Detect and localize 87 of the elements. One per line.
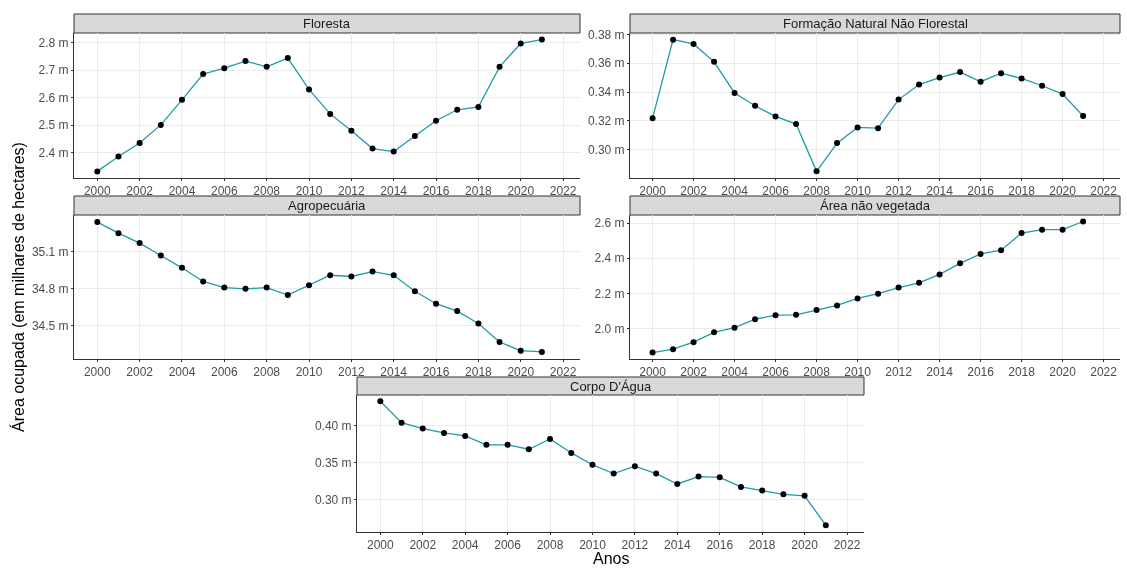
x-tick-label: 2006 (210, 184, 238, 199)
y-tick-label: 0.40 m (314, 418, 352, 433)
x-tick-label: 2004 (168, 184, 196, 199)
x-tick-label: 2008 (253, 365, 281, 380)
x-tick-label: 2006 (762, 184, 790, 199)
x-tick-label: 2002 (409, 538, 437, 553)
x-tick-label: 2018 (1008, 184, 1036, 199)
x-tick-label: 2006 (210, 365, 238, 380)
x-tick-label: 2008 (803, 184, 831, 199)
chart-title: Floresta (303, 16, 351, 31)
y-axis-title: Área ocupada (em milhares de hectares) (9, 142, 27, 432)
x-tick-label: 2012 (885, 184, 913, 199)
x-tick-label: 2014 (926, 184, 954, 199)
x-tick-label: 2010 (295, 365, 323, 380)
x-tick-label: 2020 (507, 184, 535, 199)
x-tick-label: 2008 (253, 184, 281, 199)
x-tick-label: 2004 (168, 365, 196, 380)
chart-title: Agropecuária (288, 198, 367, 213)
y-tick-label: 2.4 m (594, 251, 625, 266)
x-tick-label: 2022 (1090, 365, 1118, 380)
x-tick-label: 2018 (465, 184, 493, 199)
y-tick-label: 2.7 m (38, 63, 69, 78)
x-tick-label: 2002 (680, 184, 708, 199)
x-tick-label: 2008 (536, 538, 564, 553)
chart-title: Formação Natural Não Florestal (783, 16, 969, 31)
x-tick-label: 2016 (422, 365, 450, 380)
x-tick-label: 2002 (126, 184, 154, 199)
x-tick-label: 2002 (126, 365, 154, 380)
y-tick-label: 2.6 m (38, 90, 69, 105)
y-tick-label: 0.30 m (587, 142, 625, 157)
y-tick-label: 0.36 m (587, 56, 625, 71)
x-tick-label: 2020 (1049, 184, 1077, 199)
x-tick-label: 2010 (844, 184, 872, 199)
x-tick-label: 2012 (338, 184, 366, 199)
x-tick-label: 2004 (721, 184, 749, 199)
x-tick-label: 2018 (1008, 365, 1036, 380)
x-tick-label: 2014 (663, 538, 691, 553)
x-tick-label: 2018 (748, 538, 776, 553)
x-tick-label: 2000 (639, 184, 667, 199)
x-tick-label: 2022 (549, 184, 577, 199)
x-tick-label: 2022 (1090, 184, 1118, 199)
y-tick-label: 0.32 m (587, 114, 625, 129)
chart-title: Corpo D'Água (570, 379, 653, 394)
y-tick-label: 2.4 m (38, 145, 69, 160)
x-axis-title: Anos (593, 550, 630, 567)
y-tick-label: 34.5 m (31, 319, 69, 334)
x-tick-label: 2004 (721, 365, 749, 380)
x-tick-label: 2014 (926, 365, 954, 380)
x-tick-label: 2000 (83, 184, 111, 199)
x-tick-label: 2000 (366, 538, 394, 553)
y-tick-label: 0.35 m (314, 455, 352, 470)
x-tick-label: 2010 (295, 184, 323, 199)
x-tick-label: 2010 (579, 538, 607, 553)
x-tick-label: 2020 (1049, 365, 1077, 380)
x-tick-label: 2020 (507, 365, 535, 380)
x-tick-label: 2004 (451, 538, 479, 553)
x-tick-label: 2008 (803, 365, 831, 380)
y-tick-label: 2.6 m (594, 216, 625, 231)
y-tick-label: 2.0 m (594, 321, 625, 336)
chart-title: Área não vegetada (820, 198, 931, 213)
y-tick-label: 34.8 m (31, 282, 69, 297)
x-tick-label: 2014 (380, 184, 408, 199)
x-tick-label: 2000 (83, 365, 111, 380)
x-tick-label: 2016 (422, 184, 450, 199)
y-tick-label: 35.1 m (31, 244, 69, 259)
x-tick-label: 2016 (967, 184, 995, 199)
x-tick-label: 2022 (833, 538, 861, 553)
x-tick-label: 2012 (338, 365, 366, 380)
y-tick-label: 0.34 m (587, 85, 625, 100)
x-tick-label: 2018 (465, 365, 493, 380)
x-tick-label: 2012 (885, 365, 913, 380)
x-tick-label: 2014 (380, 365, 408, 380)
x-tick-label: 2012 (621, 538, 649, 553)
y-tick-label: 2.2 m (594, 286, 625, 301)
x-tick-label: 2002 (680, 365, 708, 380)
x-tick-label: 2010 (844, 365, 872, 380)
x-tick-label: 2006 (762, 365, 790, 380)
y-tick-label: 2.8 m (38, 35, 69, 50)
x-tick-label: 2000 (639, 365, 667, 380)
y-tick-label: 0.38 m (587, 27, 625, 42)
y-tick-label: 2.5 m (38, 118, 69, 133)
x-tick-label: 2016 (967, 365, 995, 380)
x-tick-label: 2020 (791, 538, 819, 553)
y-tick-label: 0.30 m (314, 492, 352, 507)
x-tick-label: 2016 (706, 538, 734, 553)
x-tick-label: 2006 (494, 538, 522, 553)
x-tick-label: 2022 (549, 365, 577, 380)
